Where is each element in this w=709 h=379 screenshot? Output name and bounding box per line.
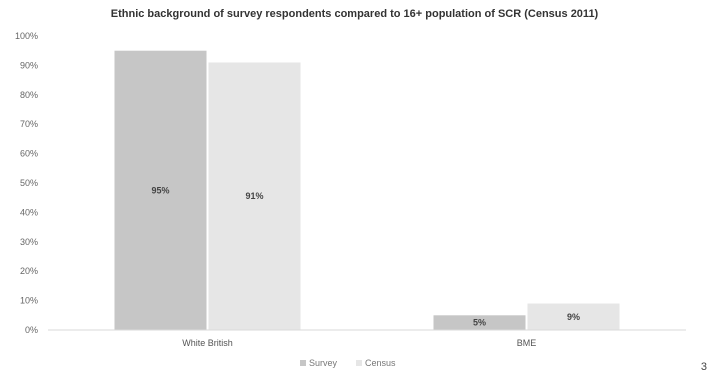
legend-swatch-census — [356, 360, 362, 366]
y-axis: 0% 10% 20% 30% 40% 50% 60% 70% 80% 90% 100% — [15, 31, 38, 335]
y-tick-label: 70% — [20, 119, 38, 129]
y-tick-label: 0% — [25, 325, 38, 335]
y-tick-label: 50% — [20, 178, 38, 188]
bar-survey-2 — [433, 315, 526, 330]
bar-census-2 — [527, 303, 620, 330]
legend-swatch-survey — [300, 360, 306, 366]
legend-label-census: Census — [365, 358, 396, 368]
y-tick-label: 10% — [20, 296, 38, 306]
category-label: White British — [182, 338, 233, 348]
page-number: 3 — [700, 361, 707, 373]
y-tick-label: 80% — [20, 90, 38, 100]
x-axis: White British BME — [48, 329, 686, 348]
bars: 95% 91% 5% 9% — [114, 50, 620, 331]
data-label: 95% — [151, 185, 169, 195]
y-tick-label: 30% — [20, 237, 38, 247]
legend-label-survey: Survey — [309, 358, 338, 368]
category-label: BME — [517, 338, 537, 348]
data-label: 9% — [567, 312, 580, 322]
data-label: 5% — [473, 318, 486, 328]
y-tick-label: 20% — [20, 266, 38, 276]
y-tick-label: 60% — [20, 149, 38, 159]
y-tick-label: 100% — [15, 31, 38, 41]
legend: Survey Census — [300, 358, 396, 368]
y-tick-label: 40% — [20, 207, 38, 217]
data-label: 91% — [245, 191, 263, 201]
chart-title: Ethnic background of survey respondents … — [110, 8, 599, 20]
bar-census-1 — [208, 62, 301, 331]
y-tick-label: 90% — [20, 60, 38, 70]
bar-survey-1 — [114, 50, 207, 330]
